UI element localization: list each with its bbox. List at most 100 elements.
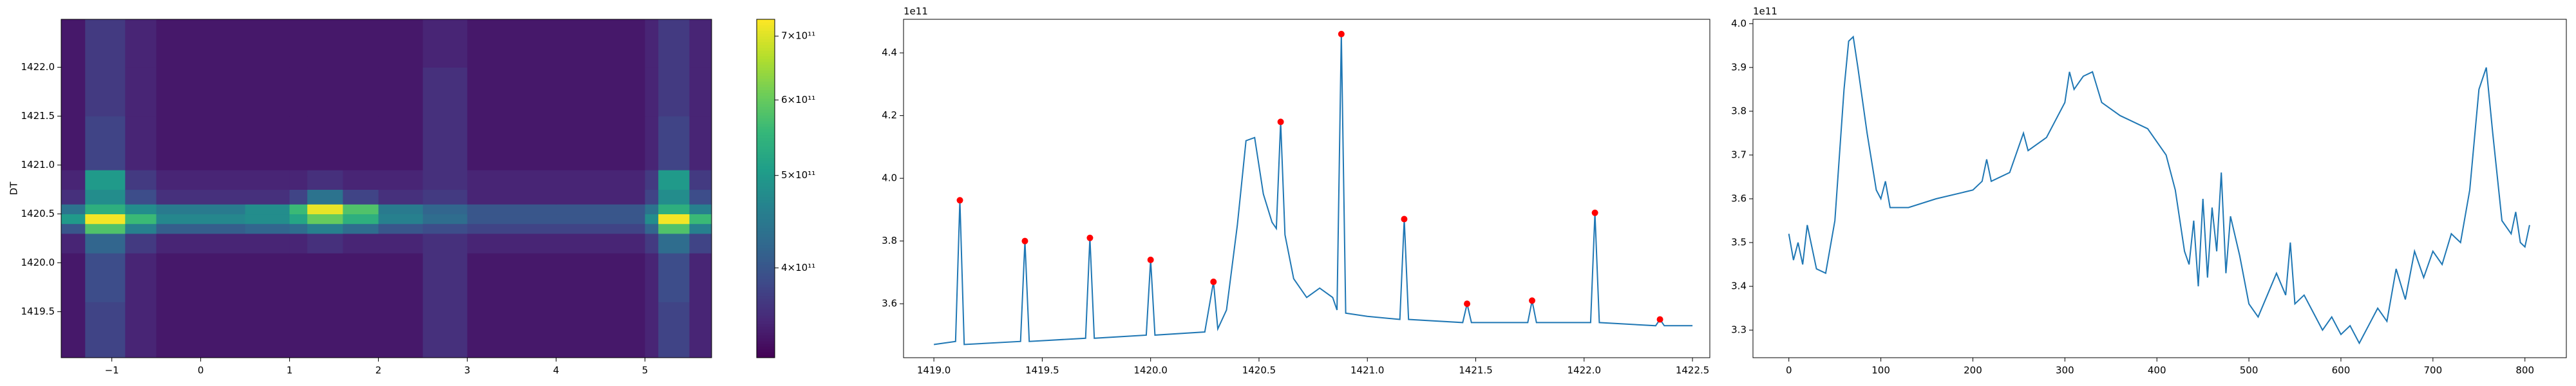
- colorbar-slice: [757, 106, 775, 110]
- colorbar-slice: [757, 61, 775, 65]
- heatmap-cell: [378, 302, 424, 358]
- colorbar-slice: [757, 309, 775, 313]
- colorbar-slice: [757, 253, 775, 257]
- heatmap-cell: [343, 233, 379, 253]
- heatmap-cell: [556, 233, 646, 253]
- heatmap-cell: [645, 253, 659, 302]
- colorbar-slice: [757, 301, 775, 305]
- peak-marker: [1529, 297, 1536, 304]
- heatmap-cell: [689, 19, 712, 68]
- x-tick-label: 1420.5: [1242, 365, 1276, 376]
- heatmap-cell: [289, 204, 308, 215]
- heatmap-cell: [658, 170, 690, 190]
- heatmap-cell: [645, 19, 659, 68]
- peak-marker: [1147, 256, 1154, 263]
- heatmap-cell: [422, 302, 468, 358]
- colorbar-slice: [757, 177, 775, 181]
- y-tick-label: 4.0: [882, 172, 897, 184]
- colorbar-slice: [757, 157, 775, 161]
- heatmap-cell: [658, 189, 690, 205]
- heatmap-cell: [378, 214, 424, 225]
- heatmap-cell: [556, 116, 646, 170]
- heatmap-cell: [307, 253, 343, 302]
- heatmap-cell: [307, 170, 343, 190]
- colorbar-slice: [757, 112, 775, 116]
- colorbar-slice: [757, 287, 775, 291]
- y-tick-label: 3.9: [1731, 61, 1747, 73]
- heatmap-cell: [289, 253, 308, 302]
- heatmap-cell: [556, 253, 646, 302]
- heatmap-cell: [85, 116, 126, 170]
- colorbar-slice: [757, 214, 775, 217]
- peak-marker: [1591, 209, 1598, 216]
- heatmap-cell: [378, 233, 424, 253]
- colorbar-slice: [757, 87, 775, 91]
- colorbar-slice: [757, 146, 775, 150]
- heatmap-cell: [156, 253, 246, 302]
- heatmap-cell: [307, 223, 343, 234]
- heatmap-cell: [658, 67, 690, 117]
- y-tick-label: 3.3: [1731, 324, 1747, 336]
- heatmap-cell: [85, 223, 126, 234]
- heatmap-cell: [343, 223, 379, 234]
- heatmap-cell: [156, 170, 246, 190]
- colorbar-slice: [757, 95, 775, 99]
- heatmap-cell: [85, 204, 126, 215]
- heatmap-cell: [307, 204, 343, 215]
- colorbar-slice: [757, 24, 775, 28]
- colorbar-slice: [757, 143, 775, 147]
- heatmap-cell: [61, 253, 86, 302]
- colorbar-slice: [757, 354, 775, 358]
- heatmap-cell: [556, 67, 646, 117]
- colorbar-slice: [757, 84, 775, 87]
- colorbar-slice: [757, 169, 775, 172]
- colorbar-frame: [756, 19, 775, 358]
- heatmap-cell: [343, 253, 379, 302]
- colorbar-slice: [757, 318, 775, 322]
- colorbar-slice: [757, 295, 775, 299]
- colorbar-slice: [757, 205, 775, 209]
- colorbar-slice: [757, 298, 775, 302]
- colorbar-slice: [757, 138, 775, 141]
- heatmap-cell: [61, 19, 86, 68]
- heatmap-cell: [85, 67, 126, 117]
- axes-frame: [1752, 19, 2567, 358]
- heatmap-cell: [61, 214, 86, 225]
- peak-marker: [1656, 316, 1663, 323]
- colorbar-slice: [757, 64, 775, 68]
- y-tick-label: 3.4: [1731, 280, 1747, 292]
- heatmap-cell: [556, 204, 646, 215]
- colorbar-slice: [757, 67, 775, 71]
- x-tick-label: 800: [2515, 365, 2534, 376]
- heatmap-cell: [645, 170, 659, 190]
- heatmap-cell: [378, 19, 424, 68]
- colorbar-slice: [757, 304, 775, 308]
- heatmap-cell: [467, 302, 557, 358]
- colorbar-slice: [757, 346, 775, 350]
- x-tick-label: 4: [553, 365, 560, 376]
- colorbar-slice: [757, 44, 775, 48]
- heatmap-cell: [61, 233, 86, 253]
- colorbar-slice: [757, 183, 775, 187]
- y-tick-label: 3.6: [1731, 192, 1747, 204]
- heatmap-cell: [658, 214, 690, 225]
- heatmap-cell: [467, 19, 557, 68]
- x-tick-label: 1422.0: [1567, 365, 1602, 376]
- colorbar-slice: [757, 228, 775, 232]
- colorbar-slice: [757, 197, 775, 201]
- heatmap-cell: [343, 189, 379, 205]
- colorbar-slice: [757, 126, 775, 130]
- colorbar-slice: [757, 242, 775, 246]
- heatmap-cell: [85, 214, 126, 225]
- heatmap-cell: [378, 204, 424, 215]
- y-tick-label: 1419.5: [21, 306, 55, 317]
- heatmap-cell: [556, 19, 646, 68]
- heatmap-cell: [156, 189, 246, 205]
- colorbar-slice: [757, 236, 775, 240]
- heatmap-cell: [658, 19, 690, 68]
- heatmap-cell: [85, 170, 126, 190]
- heatmap-cell: [467, 189, 557, 205]
- heatmap-cell: [156, 204, 246, 215]
- colorbar-slice: [757, 290, 775, 293]
- colorbar-tick-label: 7×10¹¹: [781, 30, 815, 42]
